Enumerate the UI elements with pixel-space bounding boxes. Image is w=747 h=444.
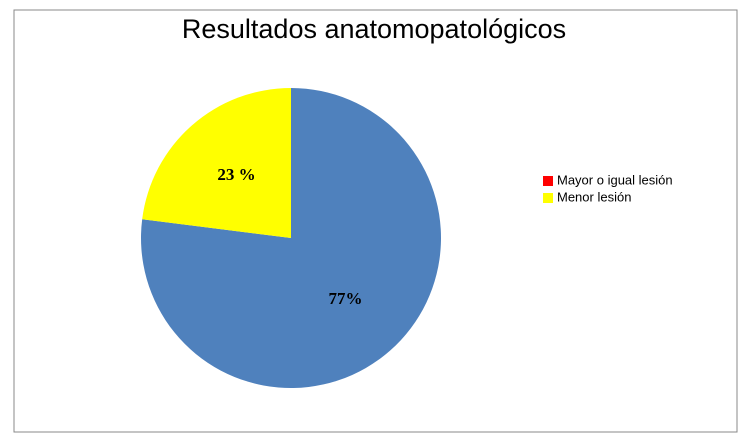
legend-swatch [543, 193, 553, 203]
legend-label: Menor lesión [557, 189, 631, 204]
chart-title: Resultados anatomopatológicos [182, 14, 566, 44]
value-label: 77% [329, 289, 363, 308]
value-label: 23 % [217, 165, 255, 184]
legend-label: Mayor o igual lesión [557, 172, 673, 187]
legend-swatch [543, 176, 553, 186]
pie-slice [142, 88, 291, 238]
